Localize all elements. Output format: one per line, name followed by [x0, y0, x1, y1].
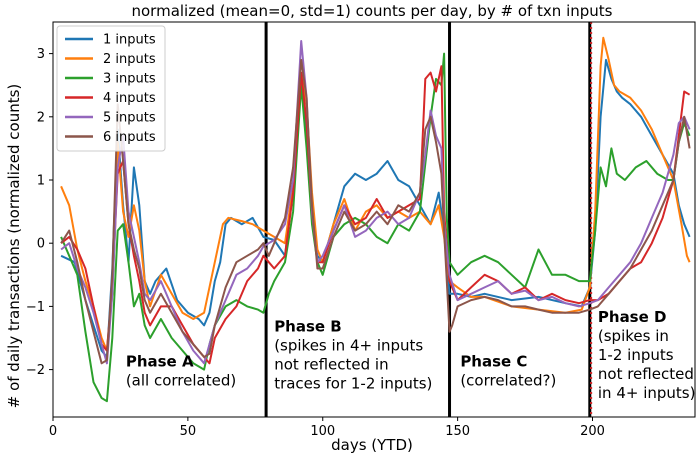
y-tick-label: 1 — [37, 174, 45, 189]
phase-title: Phase A — [126, 352, 194, 370]
phase-description: traces for 1-2 inputs) — [274, 375, 432, 393]
legend-label: 5 inputs — [103, 111, 156, 126]
phase-annotation: Phase A(all correlated) — [126, 352, 236, 389]
series-line-2-inputs — [60, 36, 691, 352]
phase-description: (spikes in — [598, 327, 669, 345]
x-tick-label: 0 — [49, 424, 57, 439]
phase-description: (all correlated) — [126, 371, 236, 389]
x-tick-label: 200 — [580, 424, 605, 439]
phase-title: Phase B — [274, 318, 342, 336]
phase-description: 1-2 inputs — [598, 346, 674, 364]
legend-label: 3 inputs — [103, 72, 156, 87]
y-axis: −2 −1 0 1 2 3 — [26, 47, 53, 378]
y-tick-label: 0 — [37, 237, 45, 252]
series-layer — [60, 36, 691, 403]
phase-description: not reflected — [598, 365, 694, 383]
phase-description: (spikes in 4+ inputs — [274, 337, 423, 355]
x-tick-label: 150 — [445, 424, 470, 439]
phase-annotations: Phase A(all correlated)Phase B(spikes in… — [126, 308, 696, 402]
legend-label: 6 inputs — [103, 130, 156, 145]
x-tick-label: 100 — [310, 424, 335, 439]
y-tick-label: 2 — [37, 110, 45, 125]
y-axis-label: # of daily transactions (normalized coun… — [5, 84, 23, 409]
y-tick-label: −1 — [26, 300, 45, 315]
plot-frame — [52, 21, 696, 418]
legend-label: 1 inputs — [103, 33, 156, 48]
phase-boundaries — [264, 22, 593, 417]
phase-title: Phase C — [460, 352, 527, 370]
x-axis-label: days (YTD) — [331, 436, 413, 454]
phase-annotation: Phase C(correlated?) — [460, 352, 556, 389]
y-tick-label: −2 — [26, 363, 45, 378]
legend: 1 inputs 2 inputs 3 inputs 4 inputs 5 inputs… — [56, 25, 166, 152]
chart-title: normalized (mean=0, std=1) counts per da… — [132, 2, 613, 20]
x-tick-label: 50 — [180, 424, 197, 439]
phase-description: in 4+ inputs) — [598, 384, 696, 402]
series-line-6-inputs — [60, 58, 691, 365]
phase-title: Phase D — [598, 308, 667, 326]
series-line-5-inputs — [60, 40, 691, 365]
legend-label: 4 inputs — [103, 91, 156, 106]
phase-description: (correlated?) — [460, 371, 556, 389]
legend-label: 2 inputs — [103, 52, 156, 67]
x-axis: 0 50 100 150 200 — [49, 417, 605, 439]
y-tick-label: 3 — [37, 47, 45, 62]
phase-description: not reflected in — [274, 356, 388, 374]
